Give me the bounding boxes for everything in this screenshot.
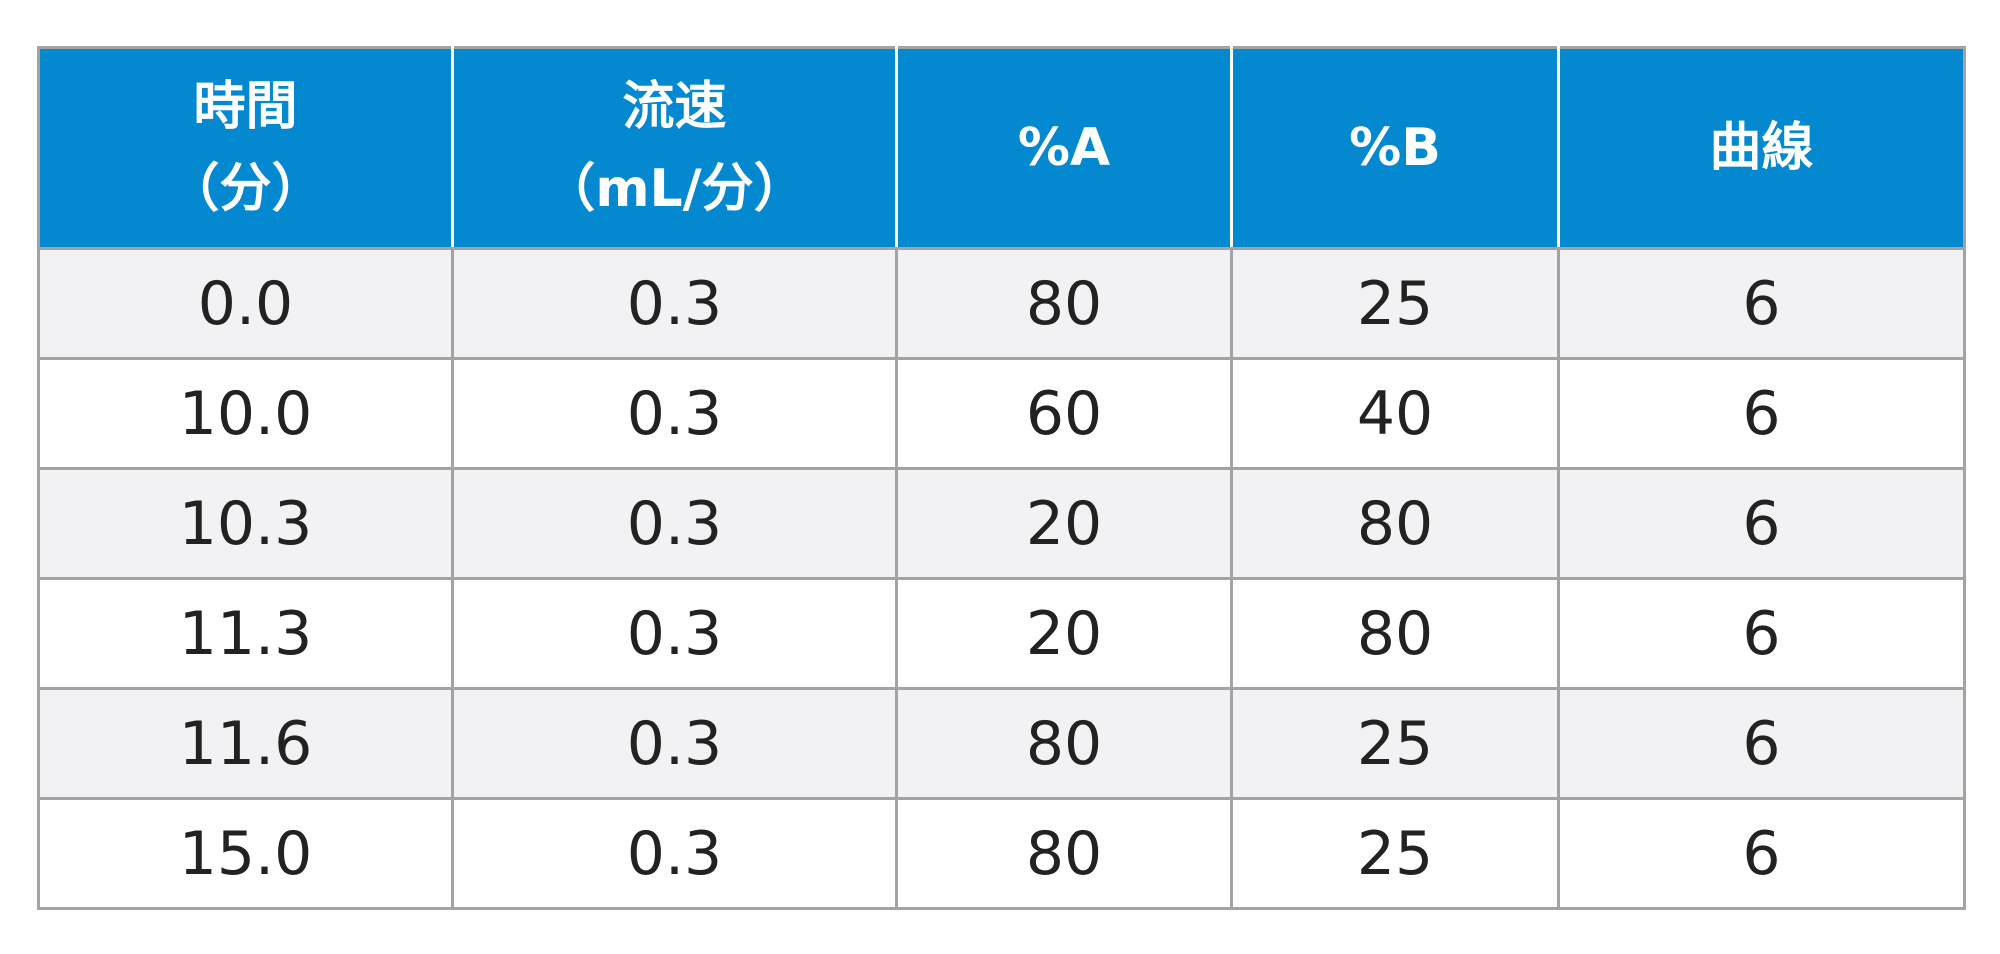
cell-flow-rate: 0.3 [451,467,898,580]
header-flow-rate-label: 流速 [622,77,727,137]
header-percent-a: %A [895,47,1233,250]
header-time-label: 時間 [193,77,298,137]
table-row: 0.0 0.3 80 25 6 [37,247,1966,360]
header-time-unit: （分） [167,159,324,219]
cell-flow-rate: 0.3 [451,357,898,470]
cell-curve: 6 [1557,797,1966,910]
table-body: 0.0 0.3 80 25 6 10.0 0.3 60 40 6 10.3 0.… [37,247,1966,910]
cell-percent-b: 40 [1230,357,1560,470]
cell-percent-b: 25 [1230,687,1560,800]
cell-curve: 6 [1557,577,1966,690]
cell-percent-b: 80 [1230,467,1560,580]
cell-percent-a: 60 [895,357,1233,470]
cell-percent-b: 25 [1230,247,1560,360]
header-curve-label: 曲線 [1709,118,1814,178]
cell-percent-a: 20 [895,577,1233,690]
header-flow-rate: 流速 （mL/分） [451,47,898,250]
header-percent-b-label: %B [1349,118,1441,178]
table-row: 15.0 0.3 80 25 6 [37,797,1966,910]
header-row: 時間 （分） 流速 （mL/分） %A %B 曲線 [37,47,1966,250]
header-percent-b: %B [1230,47,1560,250]
cell-curve: 6 [1557,467,1966,580]
header-percent-a-label: %A [1017,118,1111,178]
cell-percent-a: 80 [895,687,1233,800]
cell-percent-a: 80 [895,247,1233,360]
table-row: 11.3 0.3 20 80 6 [37,577,1966,690]
header-flow-rate-unit: （mL/分） [543,159,806,219]
cell-percent-b: 80 [1230,577,1560,690]
cell-percent-a: 80 [895,797,1233,910]
cell-time: 11.3 [37,577,454,690]
header-time: 時間 （分） [37,47,454,250]
cell-flow-rate: 0.3 [451,797,898,910]
gradient-table: 時間 （分） 流速 （mL/分） %A %B 曲線 0.0 0.3 80 25 … [37,46,1966,910]
cell-percent-b: 25 [1230,797,1560,910]
cell-percent-a: 20 [895,467,1233,580]
cell-time: 15.0 [37,797,454,910]
cell-flow-rate: 0.3 [451,577,898,690]
cell-flow-rate: 0.3 [451,687,898,800]
table-row: 10.3 0.3 20 80 6 [37,467,1966,580]
cell-time: 10.0 [37,357,454,470]
cell-curve: 6 [1557,247,1966,360]
cell-curve: 6 [1557,687,1966,800]
table-header: 時間 （分） 流速 （mL/分） %A %B 曲線 [37,47,1966,250]
cell-curve: 6 [1557,357,1966,470]
cell-time: 11.6 [37,687,454,800]
table-row: 11.6 0.3 80 25 6 [37,687,1966,800]
cell-time: 10.3 [37,467,454,580]
cell-time: 0.0 [37,247,454,360]
table-row: 10.0 0.3 60 40 6 [37,357,1966,470]
header-curve: 曲線 [1557,47,1966,250]
cell-flow-rate: 0.3 [451,247,898,360]
